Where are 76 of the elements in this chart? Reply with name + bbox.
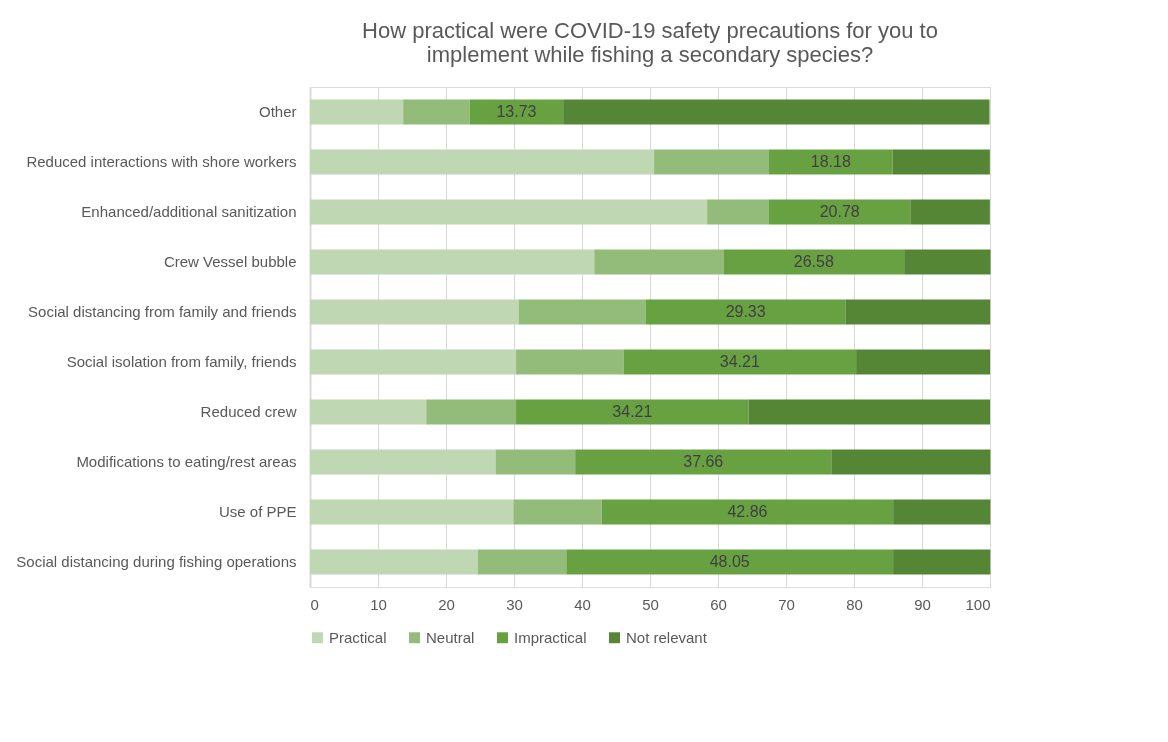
bar [403,99,470,125]
bar [769,199,911,225]
bar [769,149,893,175]
bar [845,299,991,325]
x-tick-label: 10 [370,595,387,613]
bar [310,549,478,575]
bar [310,399,427,425]
data-label: 37.66 [683,453,724,470]
data-label: 18.18 [810,153,851,170]
data-label: 29.33 [725,303,766,320]
x-tick-label: 0 [310,595,319,613]
data-label: 34.21 [719,353,760,370]
x-tick-label: 80 [846,595,863,613]
data-label: 26.58 [793,253,834,270]
x-tick-label: 50 [642,595,659,613]
bar [893,549,991,575]
x-tick-label: 60 [710,595,727,613]
y-tick-label: Reduced crew [200,403,297,420]
bar [831,449,991,475]
legend-label: Practical [329,628,387,646]
bar [310,199,708,225]
data-label: 42.86 [727,503,768,520]
bar [310,249,595,275]
bar [645,299,846,325]
data-label: 20.78 [819,203,860,220]
bar [310,299,519,325]
y-tick-label: Modifications to eating/rest areas [76,453,297,470]
y-tick-label: Use of PPE [218,503,297,520]
y-tick-label: Social isolation from family, friends [66,353,297,370]
y-tick-label: Social distancing from family and friends [28,303,297,320]
bar [575,449,832,475]
bar [594,249,724,275]
bar [469,99,564,125]
bar [904,249,991,275]
bar [495,449,576,475]
x-tick-label: 90 [914,595,931,613]
x-tick-label: 100 [965,595,991,613]
bar [910,199,990,225]
data-label: 48.05 [709,553,750,570]
bar [477,549,567,575]
bar [563,99,990,125]
bar [310,349,517,375]
legend-label: Neutral [426,628,475,646]
bar [623,349,857,375]
bar [893,499,991,525]
bar [310,149,655,175]
data-label: 34.21 [612,403,653,420]
bar [566,549,894,575]
x-tick-label: 30 [506,595,523,613]
bar [856,349,991,375]
bar [516,349,624,375]
legend-label: Not relevant [626,628,708,646]
bar [601,499,894,525]
bar [748,399,991,425]
chart-title: How practical were COVID-19 safety precautions for you to implement while fishing a secondary species? [362,18,938,67]
bar [310,99,404,125]
bar [518,299,646,325]
legend-label: Impractical [514,628,587,646]
bar [723,249,905,275]
bar [310,499,514,525]
x-tick-label: 20 [438,595,455,613]
bar [892,149,990,175]
x-tick-label: 70 [778,595,795,613]
bar [654,149,769,175]
data-label: 13.73 [496,103,537,120]
y-tick-label: Reduced interactions with shore workers [26,153,297,170]
bar [426,399,517,425]
x-tick-label: 40 [574,595,591,613]
y-tick-label: Other [258,103,297,120]
bar [513,499,602,525]
y-tick-label: Social distancing during fishing operations [16,553,297,570]
bar [707,199,769,225]
y-tick-label: Enhanced/additional sanitization [81,203,297,220]
bar [310,449,496,475]
bar [516,399,749,425]
y-tick-label: Crew Vessel bubble [163,253,297,270]
